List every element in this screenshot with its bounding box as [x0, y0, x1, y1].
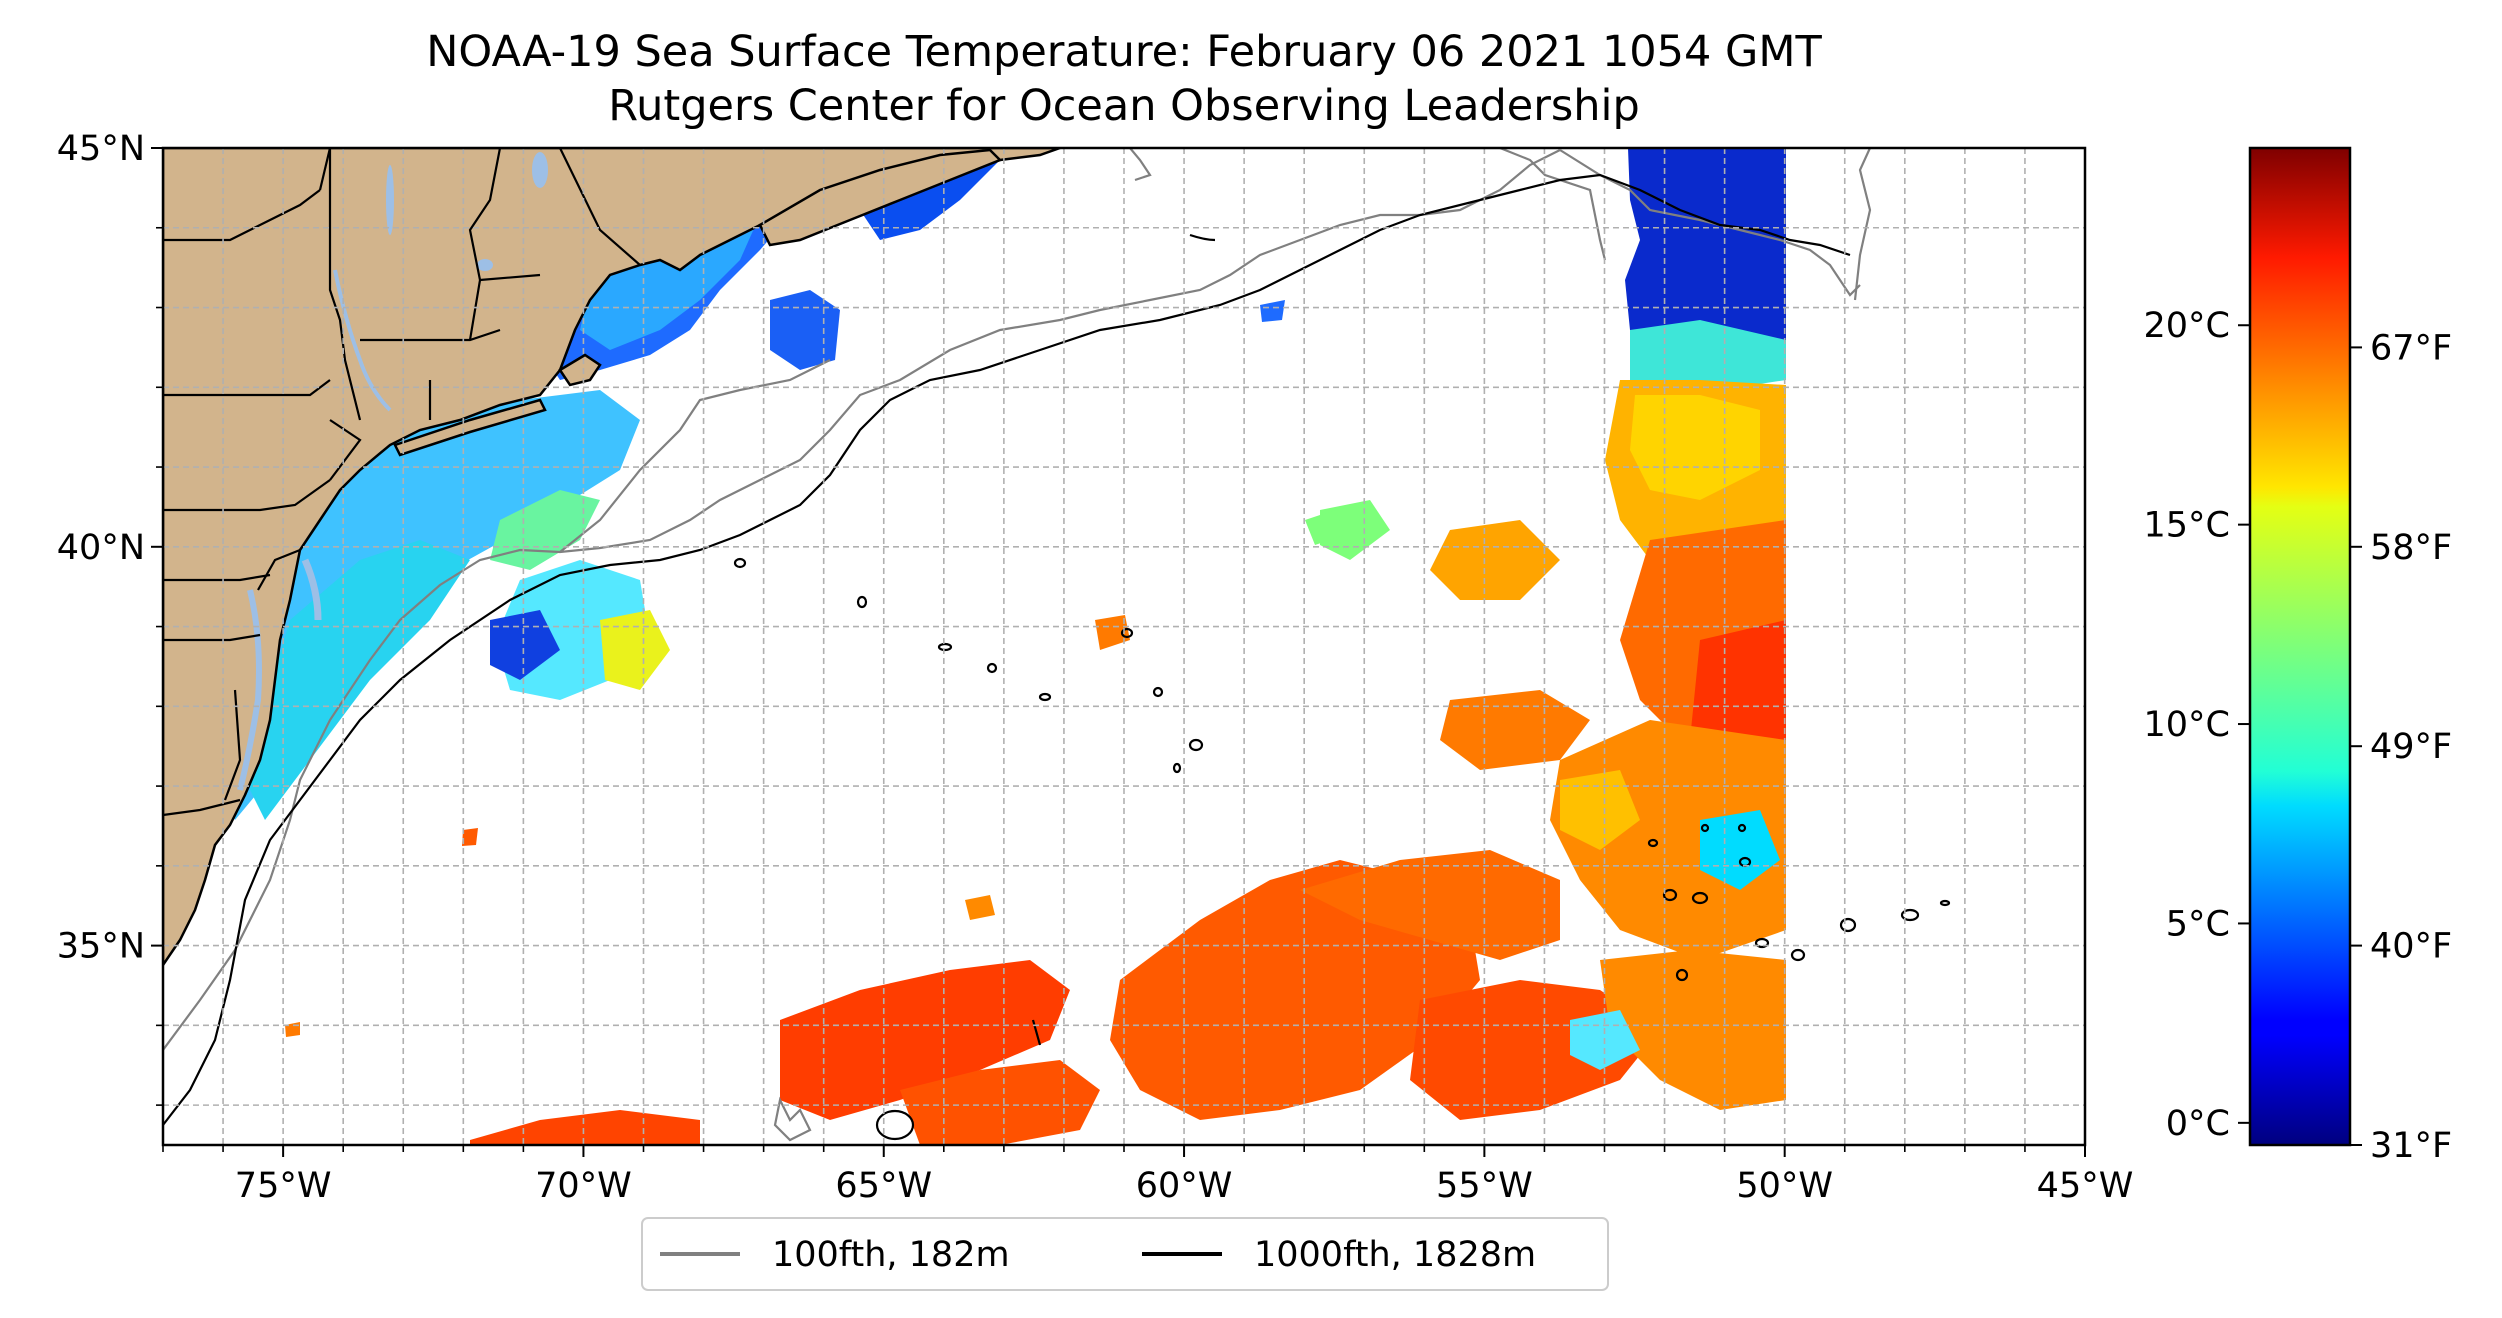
fahrenheit-tick-label: 40°F	[2370, 927, 2452, 967]
land-layer	[163, 148, 1061, 968]
map-ticks: 45°N 40°N 35°N 75°W 70°W 65°W 60°W 55°W 50°W 45°W	[57, 129, 2134, 1206]
river-hudson	[333, 269, 392, 412]
sst-south-warm-5	[780, 960, 1070, 1120]
title-line-1: NOAA-19 Sea Surface Temperature: Februar…	[426, 27, 1822, 77]
lon-tick-label: 60°W	[1136, 1166, 1233, 1206]
map-panel	[163, 148, 2085, 1145]
sst-south-warm-4	[1600, 950, 1786, 1110]
lat-tick-label: 40°N	[57, 528, 145, 568]
lake-layer	[237, 152, 548, 791]
sst-grand-banks-teal	[1630, 320, 1786, 395]
lon-tick-label: 65°W	[835, 1166, 932, 1206]
lat-tick-label: 45°N	[57, 129, 145, 169]
sst-cyan-patch	[1700, 810, 1780, 890]
sst-speckle-6	[965, 895, 995, 920]
celsius-tick-label: 20°C	[2144, 306, 2230, 346]
celsius-tick-label: 5°C	[2166, 904, 2230, 944]
celsius-tick-label: 15°C	[2144, 506, 2230, 546]
sst-warm-patch-b	[1440, 690, 1590, 770]
land-cape-cod	[558, 353, 602, 387]
contour-1000fth	[163, 173, 1951, 1141]
sst-south-warm-7	[470, 1110, 700, 1145]
colorbar-ticks: 0°C 5°C 10°C 15°C 20°C 31°F 40°F 49°F 58°F 67°F	[2144, 306, 2453, 1166]
sst-warm-patch-a	[1430, 520, 1560, 600]
celsius-tick-label: 0°C	[2166, 1104, 2230, 1144]
sst-south-warm-2	[1300, 850, 1560, 960]
lon-tick-label: 55°W	[1436, 1166, 1533, 1206]
fahrenheit-tick-label: 58°F	[2370, 528, 2452, 568]
celsius-tick-label: 10°C	[2144, 705, 2230, 745]
land-long-island	[393, 398, 547, 457]
sst-shelf-light	[250, 540, 470, 820]
sst-warm-patch-c	[1560, 770, 1640, 850]
legend-label-100fth: 100fth, 182m	[772, 1235, 1010, 1275]
state-borders	[163, 148, 641, 817]
sst-slope-yellow	[600, 610, 670, 690]
sst-slope-blue	[490, 610, 560, 680]
colorbar-gradient	[2248, 146, 2352, 1147]
fahrenheit-tick-label: 31°F	[2370, 1126, 2452, 1166]
colorbar: 0°C 5°C 10°C 15°C 20°C 31°F 40°F 49°F 58°F 67°F	[2144, 146, 2453, 1166]
sst-speckle-2	[1305, 510, 1345, 545]
fahrenheit-tick-label: 49°F	[2370, 727, 2452, 767]
lon-tick-label: 75°W	[235, 1166, 332, 1206]
sst-speckle-5	[1260, 300, 1285, 322]
lake-moosehead	[532, 152, 548, 188]
legend: 100fth, 182m 1000fth, 1828m	[641, 1217, 1609, 1291]
lat-tick-label: 35°N	[57, 927, 145, 967]
lon-tick-label: 70°W	[535, 1166, 632, 1206]
sst-data-layer	[220, 148, 1786, 1145]
lake-winnipesaukee	[477, 259, 493, 271]
sst-south-warm-6	[900, 1060, 1100, 1145]
lake-champlain	[386, 165, 394, 235]
sst-green-patch	[1320, 500, 1390, 560]
sst-speckle-1	[1095, 615, 1130, 650]
sst-warm-ne-yellow	[1630, 395, 1760, 500]
gridlines	[163, 148, 2085, 1145]
sst-speckle-3	[462, 828, 478, 846]
chesapeake-bay	[237, 589, 262, 791]
delaware-bay	[301, 558, 322, 621]
sst-georges-bank	[770, 290, 840, 370]
legend-label-1000fth: 1000fth, 1828m	[1254, 1235, 1536, 1275]
fahrenheit-tick-label: 67°F	[2370, 328, 2452, 368]
legend-box	[641, 1217, 1609, 1291]
title-line-2: Rutgers Center for Ocean Observing Leade…	[608, 81, 1640, 131]
land-nova-scotia	[758, 148, 1003, 247]
lon-tick-label: 45°W	[2037, 1166, 2134, 1206]
lon-tick-label: 50°W	[1736, 1166, 1833, 1206]
